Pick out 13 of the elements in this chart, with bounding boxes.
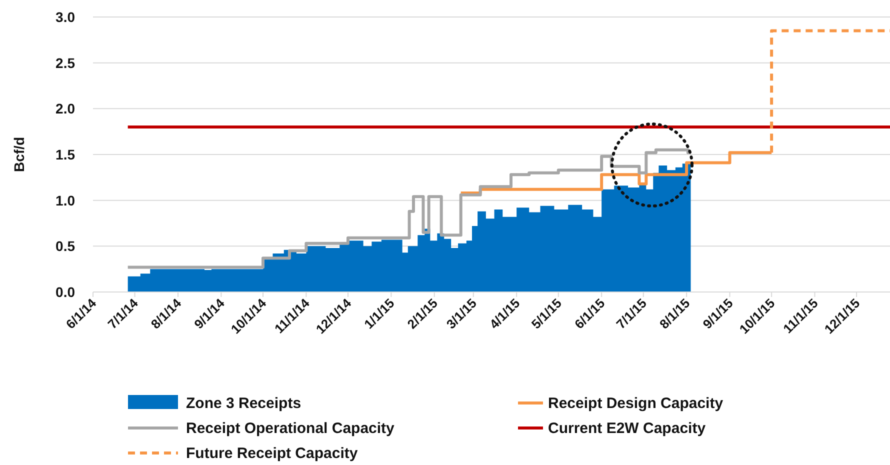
y-axis-title: Bcf/d (11, 137, 27, 172)
y-tick-label: 2.5 (56, 54, 76, 71)
legend-label: Receipt Operational Capacity (186, 420, 396, 437)
y-tick-label: 1.0 (56, 192, 76, 208)
legend-label: Receipt Design Capacity (548, 395, 724, 412)
y-tick-label: 2.0 (56, 100, 76, 117)
legend-label: Current E2W Capacity (548, 420, 706, 437)
legend-label: Zone 3 Receipts (186, 395, 302, 412)
y-tick-label: 0.5 (56, 238, 76, 254)
y-tick-label: 0.0 (56, 284, 76, 300)
y-tick-label: 1.5 (56, 146, 76, 162)
legend-label: Future Receipt Capacity (186, 445, 358, 462)
y-tick-label: 3.0 (56, 9, 76, 25)
